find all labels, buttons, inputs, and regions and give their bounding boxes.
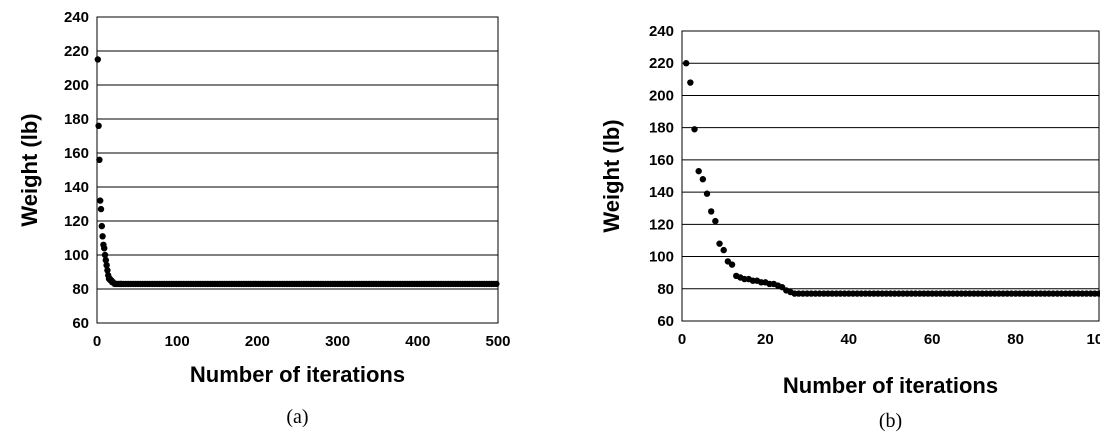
x-tick-label-a: 300 — [325, 333, 350, 350]
x-tick-label-b: 0 — [678, 331, 686, 348]
x-tick-label-b: 60 — [924, 331, 941, 348]
data-point-a — [97, 197, 104, 204]
x-tick-label-b: 40 — [840, 331, 857, 348]
data-point-a — [102, 256, 110, 264]
plot-area-a — [96, 16, 499, 324]
data-point-a — [101, 251, 109, 259]
data-points-b — [682, 60, 1100, 297]
data-point-a — [493, 280, 500, 288]
y-tick-label-a: 160 — [64, 145, 89, 162]
caption-a: (a) — [286, 406, 308, 428]
y-tick-label-a: 100 — [64, 247, 89, 264]
y-tick-label-a: 140 — [64, 179, 89, 196]
y-tick-label-b: 100 — [649, 249, 674, 266]
data-point-b — [716, 240, 723, 247]
data-point-b — [720, 246, 727, 254]
x-tick-label-a: 500 — [485, 333, 510, 350]
caption-b: (b) — [879, 410, 902, 432]
data-point-a — [103, 262, 110, 269]
y-tick-label-a: 60 — [72, 315, 89, 332]
data-point-b — [707, 208, 715, 215]
x-tick-label-a: 200 — [245, 333, 270, 350]
y-tick-label-a: 120 — [64, 213, 89, 230]
data-point-a — [94, 56, 102, 63]
x-tick-label-b: 100 — [1086, 331, 1100, 348]
y-tick-label-b: 220 — [649, 55, 674, 72]
y-axis-title-b: Weight (lb) — [599, 119, 624, 232]
data-point-a — [97, 205, 105, 213]
data-point-a — [104, 267, 111, 274]
data-point-a — [99, 233, 106, 240]
y-tick-label-b: 240 — [649, 23, 674, 40]
data-points-a — [94, 56, 500, 288]
y-tick-label-a: 180 — [64, 111, 89, 128]
y-tick-label-a: 200 — [64, 77, 89, 94]
data-point-b — [687, 79, 694, 86]
y-tick-label-b: 60 — [657, 313, 674, 330]
x-tick-label-a: 400 — [405, 333, 430, 350]
data-point-b — [699, 176, 707, 183]
data-point-a — [96, 156, 103, 163]
y-tick-label-b: 180 — [649, 120, 674, 137]
y-tick-label-a: 80 — [72, 281, 89, 298]
plot-area-b — [681, 30, 1100, 322]
x-axis-title-a: Number of iterations — [190, 362, 405, 387]
chart-b: 60 80 100 120 140 160 180 200 220 240 0 20 40 60 80 10… — [599, 23, 1100, 432]
data-point-a — [95, 122, 102, 129]
x-axis-title-b: Number of iterations — [783, 373, 998, 398]
y-tick-label-b: 200 — [649, 87, 674, 104]
data-point-a — [98, 222, 106, 230]
data-point-b — [728, 261, 736, 268]
x-tick-label-a: 0 — [93, 333, 101, 350]
data-point-b — [1095, 290, 1100, 297]
data-point-b — [712, 217, 719, 225]
x-tick-label-a: 100 — [165, 333, 190, 350]
y-tick-label-b: 80 — [657, 281, 674, 298]
y-tick-label-a: 240 — [64, 9, 89, 26]
y-tick-label-a: 220 — [64, 43, 89, 60]
data-point-b — [682, 60, 690, 67]
data-point-b — [695, 167, 702, 175]
chart-a: 60 80 100 120 140 160 180 200 220 240 0 100 200 300 4… — [17, 9, 511, 428]
x-tick-label-b: 80 — [1007, 331, 1024, 348]
y-tick-label-b: 160 — [649, 152, 674, 169]
y-tick-label-b: 120 — [649, 216, 674, 233]
x-tick-label-b: 20 — [757, 331, 774, 348]
data-point-b — [691, 126, 698, 133]
data-point-a — [101, 245, 108, 252]
y-axis-title-a: Weight (lb) — [17, 113, 42, 226]
data-point-b — [703, 190, 711, 197]
y-tick-label-b: 140 — [649, 184, 674, 201]
